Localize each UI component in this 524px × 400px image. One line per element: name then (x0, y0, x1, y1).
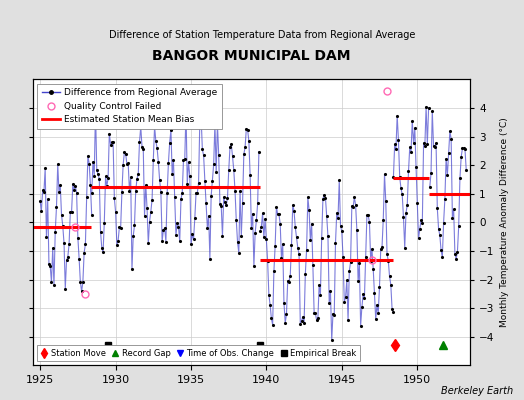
Text: Difference of Station Temperature Data from Regional Average: Difference of Station Temperature Data f… (109, 30, 415, 40)
Title: BANGOR MUNICIPAL DAM: BANGOR MUNICIPAL DAM (152, 49, 351, 63)
Text: Berkeley Earth: Berkeley Earth (441, 386, 514, 396)
Legend: Station Move, Record Gap, Time of Obs. Change, Empirical Break: Station Move, Record Gap, Time of Obs. C… (37, 346, 360, 361)
Y-axis label: Monthly Temperature Anomaly Difference (°C): Monthly Temperature Anomaly Difference (… (500, 118, 509, 327)
